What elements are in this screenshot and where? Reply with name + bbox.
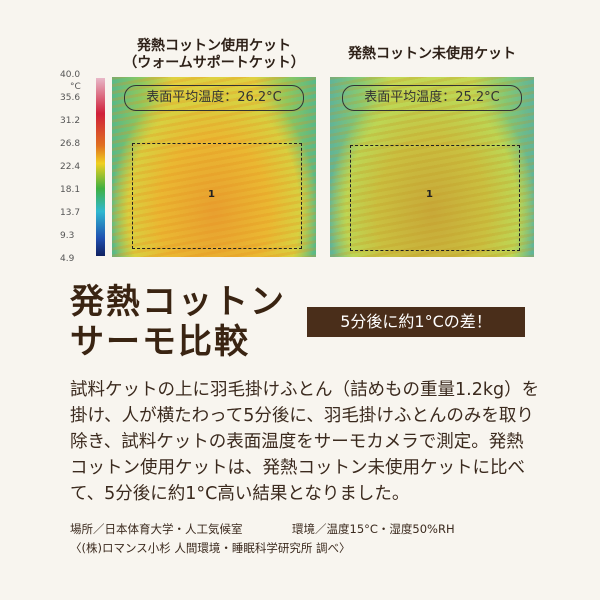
thermo-image-right: 表面平均温度：25.2°C 1: [330, 77, 534, 257]
roi-label: 1: [208, 189, 215, 200]
caption-without-heat-cotton: 発熱コットン未使用ケット: [348, 46, 516, 62]
note-place: 場所／日本体育大学・人工気候室: [70, 522, 243, 536]
scale-tick-label: 18.1: [60, 185, 81, 195]
scale-tick-label: 4.9: [60, 254, 75, 264]
thermo-image-left: 表面平均温度：26.2°C 1: [112, 77, 316, 257]
scale-tick-label: 9.3: [60, 231, 75, 241]
headline-line: 発熱コットン: [70, 282, 286, 322]
caption-with-heat-cotton: 発熱コットン使用ケット （ウォームサポートケット）: [112, 38, 316, 72]
scale-tick-label: 31.2: [60, 116, 81, 126]
scale-unit: °C: [70, 82, 81, 92]
caption-line: （ウォームサポートケット）: [123, 55, 305, 71]
scale-tick-label: 40.0: [60, 70, 81, 80]
scale-tick-label: 22.4: [60, 162, 81, 172]
avg-temp-label: 表面平均温度：26.2°C: [124, 85, 304, 111]
headline: 発熱コットン サーモ比較: [70, 282, 286, 362]
caption-line: 発熱コットン使用ケット: [137, 38, 291, 54]
roi-label: 1: [426, 189, 433, 200]
scale-tick-label: 35.6: [60, 93, 81, 103]
note-source: 〈(株)ロマンス小杉 人間環境・睡眠科学研究所 調べ〉: [70, 541, 351, 555]
scale-tick-label: 26.8: [60, 139, 81, 149]
roi-box: [350, 145, 520, 251]
avg-temp-label: 表面平均温度：25.2°C: [342, 85, 522, 111]
temperature-scale-bar: [96, 78, 105, 256]
description-text: 試料ケットの上に羽毛掛けふとん（詰めもの重量1.2kg）を掛け、人が横たわって5…: [70, 380, 540, 504]
headline-line: サーモ比較: [70, 322, 250, 362]
roi-box: [132, 143, 302, 249]
scale-tick-label: 13.7: [60, 208, 81, 218]
difference-badge: 5分後に約1°Cの差！: [307, 307, 525, 337]
note-environment: 環境／温度15°C・湿度50%RH: [292, 522, 455, 536]
